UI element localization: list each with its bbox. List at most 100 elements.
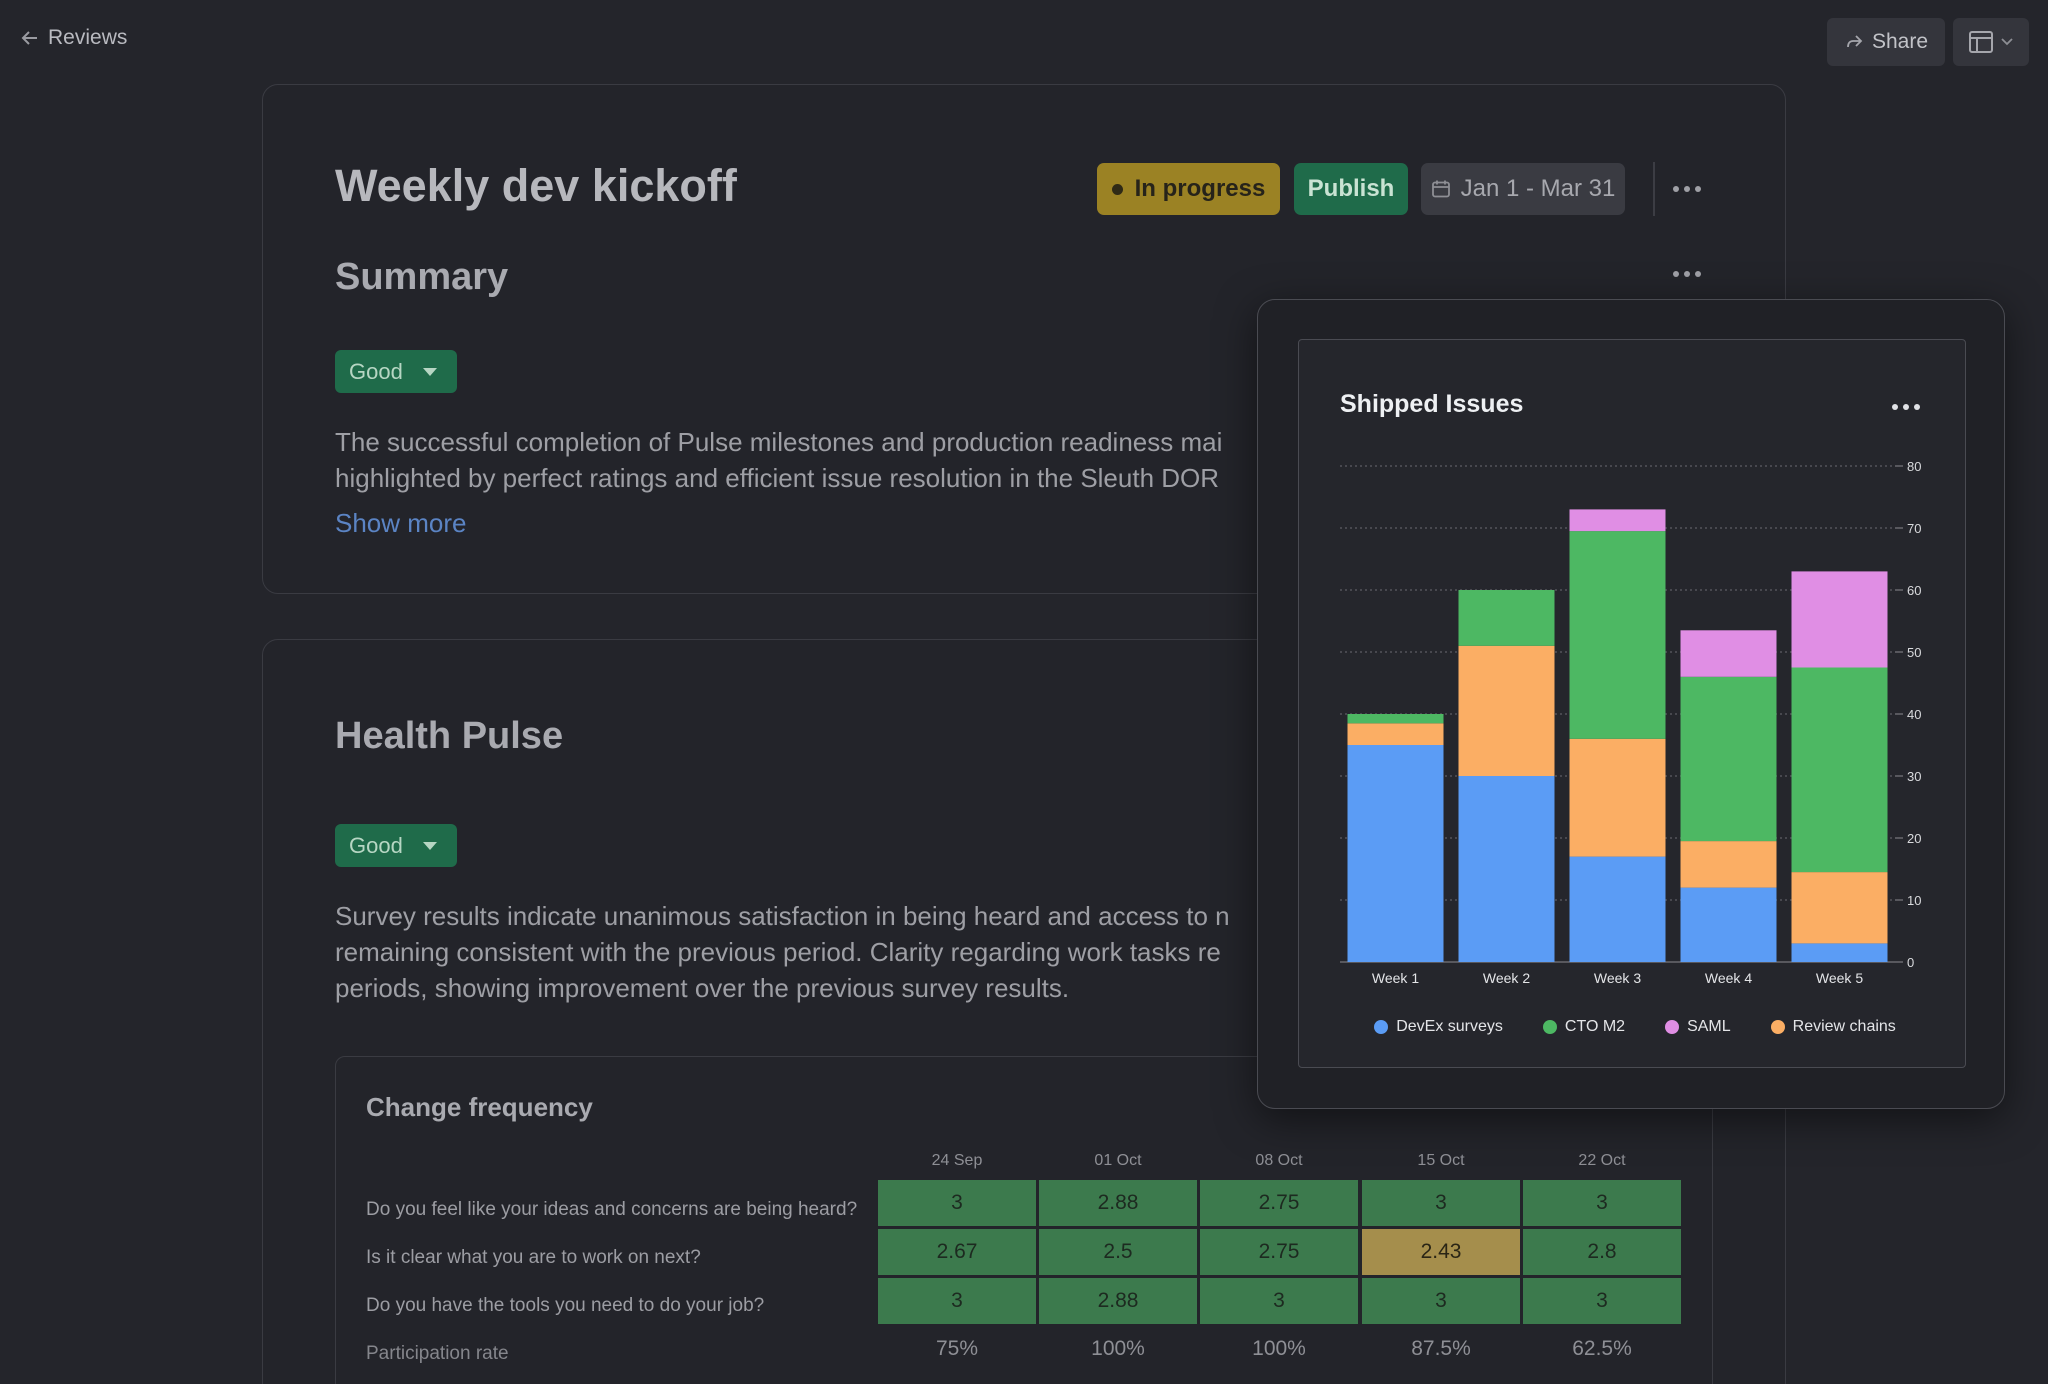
change-frequency-title: Change frequency: [366, 1092, 593, 1122]
participation-value: 100%: [1252, 1337, 1306, 1360]
bar-segment[interactable]: [1791, 872, 1888, 944]
survey-question: Do you feel like your ideas and concerns…: [366, 1199, 858, 1220]
bar-segment[interactable]: [1458, 590, 1555, 646]
column-header: 24 Sep: [931, 1152, 983, 1169]
column-header: 22 Oct: [1578, 1152, 1626, 1169]
bar-segment[interactable]: [1569, 531, 1666, 739]
bar-segment[interactable]: [1680, 676, 1777, 842]
score-cell: 3: [878, 1278, 1036, 1324]
bar-segment[interactable]: [1680, 887, 1777, 962]
summary-more-icon[interactable]: [1667, 265, 1707, 283]
y-tick-label: 70: [1907, 521, 1921, 536]
back-label: Reviews: [48, 26, 128, 49]
score-cell: 2.75: [1200, 1180, 1358, 1226]
column-header: 08 Oct: [1255, 1152, 1303, 1169]
date-range-button[interactable]: Jan 1 - Mar 31: [1421, 163, 1625, 215]
show-more-link[interactable]: Show more: [335, 508, 467, 538]
legend-swatch: [1770, 1020, 1785, 1034]
shipped-issues-chart: 0 10 20 30 40 50 60 70 80 Week 1 Week 2 Week 3 Week …: [1340, 459, 1921, 986]
bar-segment[interactable]: [1791, 571, 1888, 668]
summary-line: The successful completion of Pulse miles…: [335, 427, 1223, 457]
legend-item[interactable]: SAML: [1665, 1018, 1731, 1036]
score-cell: 3: [878, 1180, 1036, 1226]
rating-label: Good: [349, 358, 403, 384]
y-tick-label: 50: [1907, 645, 1921, 660]
legend-label: SAML: [1687, 1018, 1731, 1035]
header-more-icon[interactable]: [1667, 180, 1707, 198]
bar-segment[interactable]: [1791, 667, 1888, 873]
publish-button[interactable]: Publish: [1294, 163, 1408, 215]
score-cell: 2.8: [1523, 1229, 1681, 1275]
x-tick-label: Week 2: [1483, 970, 1530, 986]
bar-segment[interactable]: [1680, 841, 1777, 888]
score-cell: 3: [1200, 1278, 1358, 1324]
participation-value: 62.5%: [1572, 1337, 1632, 1360]
survey-question: Do you have the tools you need to do you…: [366, 1295, 765, 1316]
y-tick-label: 80: [1907, 459, 1921, 474]
health-rating-dropdown[interactable]: Good: [335, 824, 457, 867]
layout-toggle-button[interactable]: [1953, 18, 2029, 66]
health-text: Survey results indicate unanimous satisf…: [335, 898, 1265, 1006]
summary-line: highlighted by perfect ratings and effic…: [335, 463, 1220, 493]
page-title: Weekly dev kickoff: [335, 160, 737, 211]
bar-segment[interactable]: [1569, 738, 1666, 857]
score-cell: 3: [1362, 1180, 1520, 1226]
y-tick-label: 40: [1907, 707, 1921, 722]
legend-swatch: [1665, 1020, 1680, 1034]
bar-segment[interactable]: [1680, 630, 1777, 677]
back-to-reviews-link[interactable]: Reviews: [20, 26, 127, 50]
score-cell: 3: [1523, 1278, 1681, 1324]
y-tick-label: 0: [1907, 955, 1914, 970]
y-tick-label: 30: [1907, 769, 1921, 784]
bar-segment[interactable]: [1347, 714, 1444, 724]
health-line: Survey results indicate unanimous satisf…: [335, 901, 1230, 931]
legend-swatch: [1374, 1020, 1389, 1034]
legend-item[interactable]: DevEx surveys: [1374, 1018, 1503, 1036]
health-pulse-title: Health Pulse: [335, 715, 564, 757]
caret-down-icon: [422, 841, 437, 850]
participation-value: 87.5%: [1411, 1337, 1471, 1360]
participation-value: 100%: [1091, 1337, 1145, 1360]
y-tick-label: 60: [1907, 583, 1921, 598]
bar-segment[interactable]: [1569, 509, 1666, 532]
chart-legend: DevEx surveys CTO M2 SAML Review chains: [1330, 1018, 1940, 1036]
x-tick-label: Week 5: [1816, 970, 1863, 986]
y-tick-label: 10: [1907, 893, 1921, 908]
chevron-down-icon: [2001, 38, 2013, 46]
legend-swatch: [1542, 1020, 1557, 1034]
rating-label: Good: [349, 832, 403, 858]
score-cell: 2.43: [1362, 1229, 1520, 1275]
score-cell: 2.5: [1039, 1229, 1197, 1275]
chart-more-icon[interactable]: [1886, 398, 1926, 416]
score-cell: 2.88: [1039, 1278, 1197, 1324]
layout-icon: [1969, 31, 1993, 53]
bar-segment[interactable]: [1347, 723, 1444, 745]
bar-segment[interactable]: [1791, 943, 1888, 962]
score-cell: 2.75: [1200, 1229, 1358, 1275]
arrow-left-icon: [21, 31, 37, 45]
share-icon: [1847, 35, 1863, 48]
score-cell: 2.88: [1039, 1180, 1197, 1226]
header-divider: [1653, 162, 1655, 216]
legend-item[interactable]: CTO M2: [1542, 1018, 1625, 1036]
status-badge[interactable]: In progress: [1097, 163, 1280, 215]
caret-down-icon: [422, 367, 437, 376]
score-cell: 3: [1523, 1180, 1681, 1226]
bar-segment[interactable]: [1569, 856, 1666, 962]
legend-label: Review chains: [1792, 1018, 1896, 1035]
bar-segment[interactable]: [1458, 645, 1555, 776]
status-dot-icon: [1111, 183, 1123, 195]
score-cell: 2.67: [878, 1229, 1036, 1275]
score-cell: 3: [1362, 1278, 1520, 1324]
x-tick-label: Week 4: [1705, 970, 1752, 986]
legend-item[interactable]: Review chains: [1770, 1018, 1896, 1036]
summary-rating-dropdown[interactable]: Good: [335, 350, 457, 393]
share-button[interactable]: Share: [1827, 18, 1945, 66]
status-label: In progress: [1134, 175, 1266, 202]
column-header: 01 Oct: [1094, 1152, 1142, 1169]
bar-segment[interactable]: [1347, 745, 1444, 962]
column-header: 15 Oct: [1417, 1152, 1465, 1169]
health-line: periods, showing improvement over the pr…: [335, 973, 1070, 1003]
legend-label: DevEx surveys: [1396, 1018, 1503, 1035]
bar-segment[interactable]: [1458, 776, 1555, 962]
